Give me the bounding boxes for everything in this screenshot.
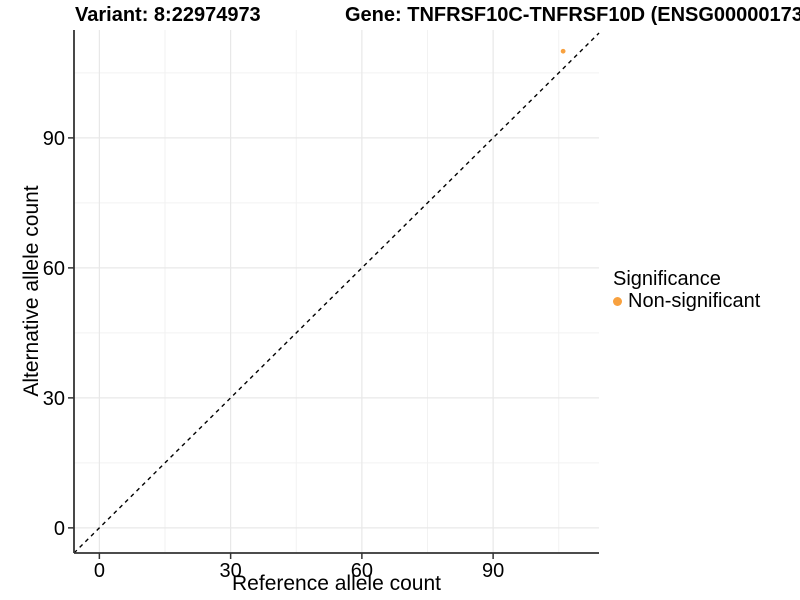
y-tick-label: 60 [43, 258, 65, 280]
data-point [560, 48, 566, 54]
x-tick-label: 30 [220, 560, 242, 582]
x-tick-label: 90 [482, 560, 504, 582]
legend-item-non-significant: Non-significant [613, 290, 760, 312]
legend-item-label: Non-significant [628, 289, 761, 312]
legend-point-icon [613, 296, 622, 306]
identity-line [73, 32, 600, 554]
y-tick-label: 30 [43, 388, 65, 410]
x-tick-label: 0 [94, 560, 105, 582]
y-axis-title: Alternative allele count [20, 185, 43, 397]
y-tick-label: 90 [43, 128, 65, 150]
x-axis-title: Reference allele count [232, 572, 441, 595]
y-tick-label: 0 [54, 518, 65, 540]
legend-title: Significance [613, 268, 721, 290]
x-tick-label: 60 [351, 560, 373, 582]
legend: Significance Non-significant [613, 268, 760, 312]
plot-title-gene: Gene: TNFRSF10C-TNFRSF10D (ENSG00000173 [345, 4, 800, 26]
plot-title-variant: Variant: 8:22974973 [75, 4, 261, 26]
